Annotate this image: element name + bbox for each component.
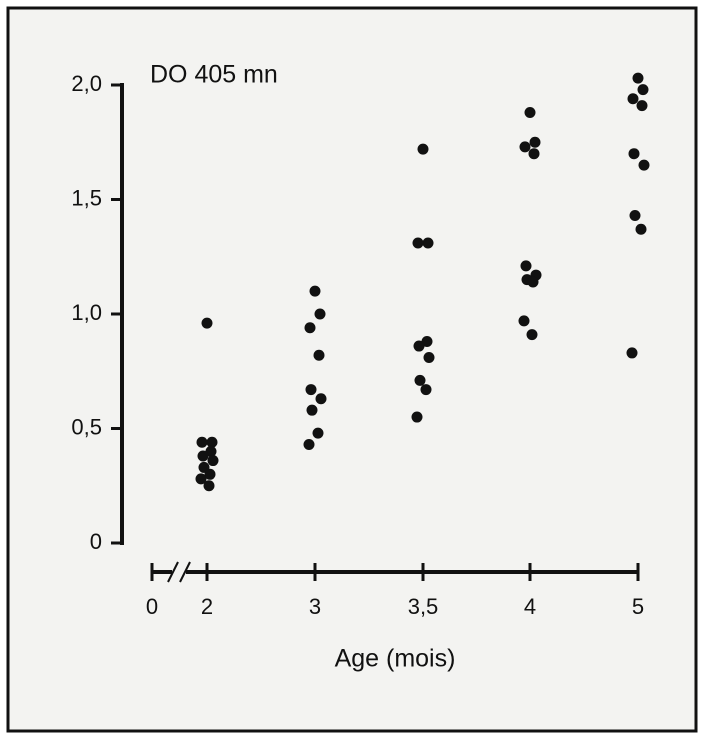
x-tick-label: 5: [632, 594, 644, 619]
point: [637, 84, 649, 96]
point: [626, 347, 638, 359]
point: [195, 473, 207, 485]
point: [422, 237, 434, 249]
point: [203, 480, 215, 492]
point: [207, 455, 219, 467]
point: [306, 404, 318, 416]
point: [412, 237, 424, 249]
point: [411, 411, 423, 423]
point: [524, 106, 536, 118]
y-tick-label: 1,5: [71, 185, 102, 210]
point: [635, 223, 647, 235]
point: [313, 349, 325, 361]
point: [305, 384, 317, 396]
point: [529, 136, 541, 148]
point: [205, 445, 217, 457]
point: [520, 260, 532, 272]
x-tick-label: 3,5: [408, 594, 439, 619]
axis-break: [167, 561, 179, 583]
point: [309, 285, 321, 297]
point: [314, 308, 326, 320]
point: [206, 436, 218, 448]
x-tick-label: 3: [309, 594, 321, 619]
point: [312, 427, 324, 439]
point: [201, 317, 213, 329]
point: [204, 468, 216, 480]
point: [636, 100, 648, 112]
point: [315, 393, 327, 405]
point: [423, 352, 435, 364]
y-axis-label: DO 405 mn: [150, 61, 278, 89]
point: [526, 329, 538, 341]
point: [417, 143, 429, 155]
point: [518, 315, 530, 327]
point: [519, 141, 531, 153]
frame: [6, 6, 698, 733]
point: [420, 384, 432, 396]
axis-break: [179, 561, 191, 583]
y-tick-label: 1,0: [71, 300, 102, 325]
point: [303, 439, 315, 451]
x-tick-label: 2: [201, 594, 213, 619]
point: [421, 335, 433, 347]
point: [629, 210, 641, 222]
point: [304, 322, 316, 334]
point: [413, 340, 425, 352]
x-tick-label: 4: [524, 594, 536, 619]
point: [414, 374, 426, 386]
y-tick-label: 0,5: [71, 414, 102, 439]
point: [638, 159, 650, 171]
point: [528, 148, 540, 160]
y-tick-label: 0: [90, 529, 102, 554]
x-axis-label: Age (mois): [335, 645, 456, 673]
point: [627, 93, 639, 105]
x-tick-label: 0: [146, 594, 158, 619]
point: [527, 276, 539, 288]
point: [196, 436, 208, 448]
point: [632, 72, 644, 84]
point: [628, 148, 640, 160]
point: [197, 450, 209, 462]
y-tick-label: 2,0: [71, 71, 102, 96]
